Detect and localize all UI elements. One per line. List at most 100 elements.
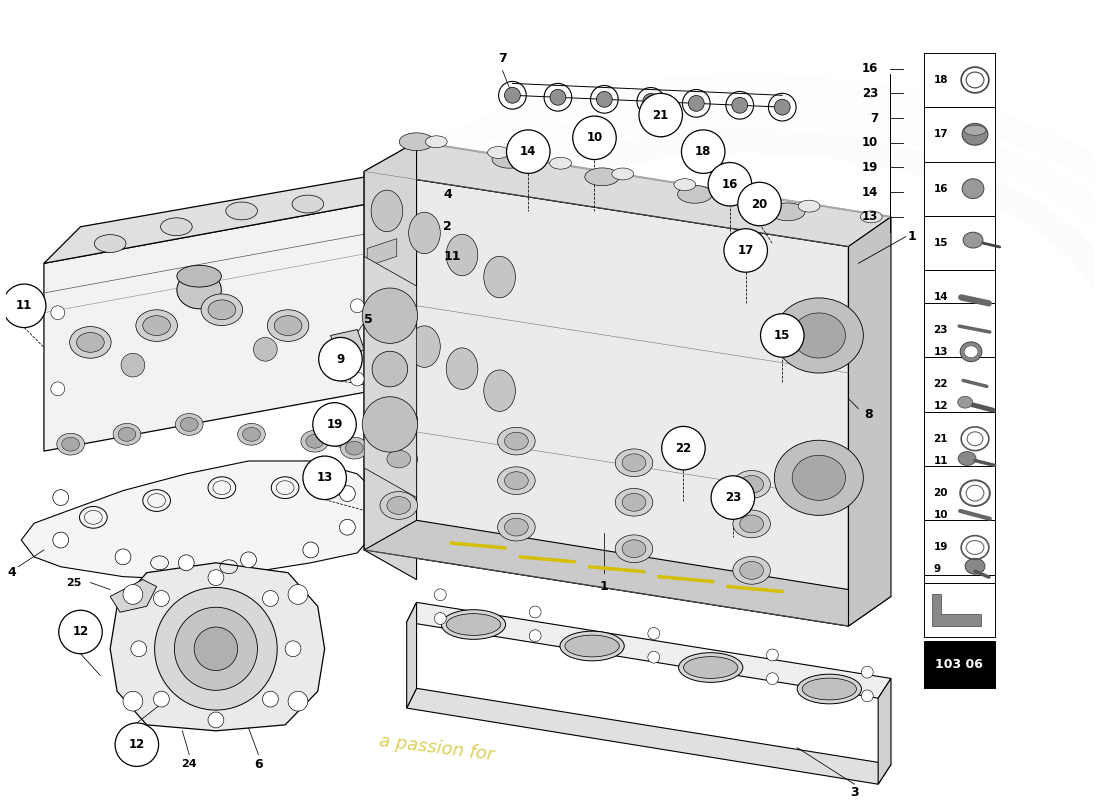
Ellipse shape [484,256,516,298]
Ellipse shape [409,212,440,254]
Ellipse shape [226,202,257,220]
Circle shape [724,229,768,272]
Circle shape [529,630,541,642]
Polygon shape [367,171,397,392]
Polygon shape [110,580,156,612]
Ellipse shape [497,427,536,455]
Ellipse shape [964,232,983,248]
Circle shape [682,130,725,174]
Polygon shape [44,204,367,451]
Circle shape [51,382,65,396]
FancyBboxPatch shape [924,53,994,107]
Text: 13: 13 [934,346,948,357]
Circle shape [116,723,158,766]
Text: 25: 25 [66,578,81,587]
Ellipse shape [964,346,978,358]
Circle shape [340,519,355,535]
Ellipse shape [585,168,619,186]
Ellipse shape [387,497,410,514]
Text: 10: 10 [934,510,948,520]
Circle shape [154,691,169,707]
Text: 15: 15 [774,329,791,342]
Ellipse shape [118,427,136,442]
Circle shape [372,351,408,387]
Text: 13: 13 [862,210,878,223]
Text: 14: 14 [520,145,537,158]
Ellipse shape [966,486,983,501]
Polygon shape [364,142,891,246]
Circle shape [767,649,779,661]
Ellipse shape [736,190,758,202]
FancyBboxPatch shape [924,641,994,688]
Ellipse shape [177,266,221,287]
Circle shape [350,372,364,386]
Ellipse shape [69,326,111,358]
Ellipse shape [447,348,477,390]
Ellipse shape [379,445,418,473]
Ellipse shape [740,475,763,494]
Circle shape [51,306,65,320]
Ellipse shape [371,304,403,346]
Circle shape [288,585,308,604]
Text: 12: 12 [934,401,948,411]
Circle shape [123,585,143,604]
Ellipse shape [623,540,646,558]
Ellipse shape [615,535,652,562]
Polygon shape [110,563,324,731]
Text: 9: 9 [337,353,344,366]
Text: 22: 22 [934,379,948,390]
Circle shape [58,610,102,654]
Ellipse shape [770,203,805,221]
Ellipse shape [447,234,477,276]
Circle shape [155,587,277,710]
Ellipse shape [161,218,192,236]
Text: 6: 6 [254,758,263,771]
Polygon shape [367,314,397,342]
Circle shape [362,397,418,452]
Text: 20: 20 [934,488,948,498]
Circle shape [208,712,223,728]
Ellipse shape [306,434,323,448]
Ellipse shape [505,472,528,490]
Ellipse shape [57,434,85,455]
Circle shape [175,607,257,690]
Ellipse shape [732,98,748,113]
Text: 103 06: 103 06 [935,658,983,671]
Text: 19: 19 [934,542,948,553]
Text: 20: 20 [751,198,768,210]
Circle shape [648,627,660,639]
FancyBboxPatch shape [924,434,994,488]
Circle shape [319,338,362,381]
Ellipse shape [642,94,659,110]
Ellipse shape [792,313,846,358]
Ellipse shape [238,423,265,445]
FancyBboxPatch shape [924,411,994,466]
Ellipse shape [136,310,177,342]
Text: 21: 21 [934,434,948,444]
Ellipse shape [550,158,572,169]
Text: 23: 23 [862,87,878,100]
Ellipse shape [379,492,418,519]
Text: 11: 11 [443,250,461,263]
Ellipse shape [962,179,983,198]
Circle shape [263,691,278,707]
Circle shape [340,486,355,502]
Text: 24: 24 [182,759,197,770]
Ellipse shape [341,438,368,459]
Ellipse shape [409,326,440,367]
Ellipse shape [379,406,418,434]
Text: 4: 4 [443,188,452,201]
Ellipse shape [267,310,309,342]
Ellipse shape [966,72,983,88]
FancyBboxPatch shape [924,270,994,325]
Ellipse shape [733,470,770,498]
Ellipse shape [683,657,738,678]
Ellipse shape [774,440,864,515]
Ellipse shape [860,211,882,222]
Circle shape [178,555,195,570]
Circle shape [662,426,705,470]
Circle shape [253,338,277,361]
Ellipse shape [77,333,104,352]
Circle shape [288,691,308,711]
Ellipse shape [126,569,306,729]
